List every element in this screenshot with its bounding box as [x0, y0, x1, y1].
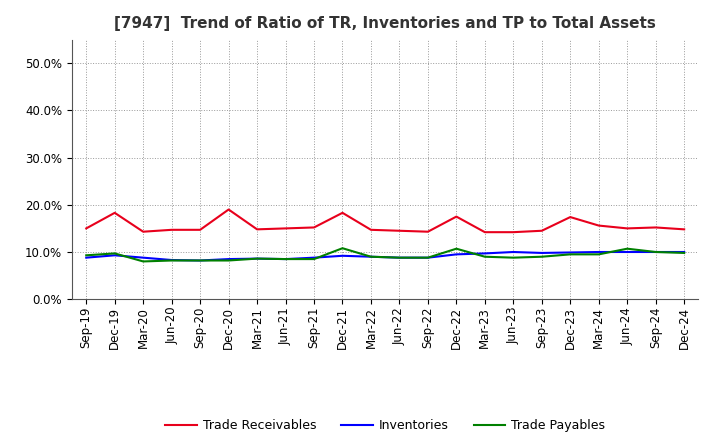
Trade Receivables: [225, 207, 233, 212]
Inventories: [509, 249, 518, 255]
Inventories: [537, 250, 546, 256]
Trade Receivables: [537, 228, 546, 233]
Title: [7947]  Trend of Ratio of TR, Inventories and TP to Total Assets: [7947] Trend of Ratio of TR, Inventories…: [114, 16, 656, 32]
Trade Receivables: [310, 225, 318, 230]
Inventories: [225, 257, 233, 262]
Trade Receivables: [139, 229, 148, 235]
Trade Payables: [110, 251, 119, 256]
Trade Payables: [680, 250, 688, 256]
Trade Payables: [566, 252, 575, 257]
Inventories: [366, 254, 375, 259]
Trade Payables: [366, 254, 375, 259]
Trade Receivables: [623, 226, 631, 231]
Inventories: [423, 255, 432, 260]
Trade Payables: [167, 258, 176, 263]
Trade Payables: [196, 258, 204, 263]
Trade Payables: [652, 249, 660, 255]
Inventories: [595, 249, 603, 255]
Trade Payables: [225, 258, 233, 263]
Line: Trade Payables: Trade Payables: [86, 248, 684, 261]
Inventories: [82, 255, 91, 260]
Trade Payables: [253, 256, 261, 261]
Trade Payables: [423, 255, 432, 260]
Trade Receivables: [509, 230, 518, 235]
Trade Payables: [310, 257, 318, 262]
Trade Payables: [537, 254, 546, 259]
Trade Payables: [82, 253, 91, 258]
Inventories: [110, 253, 119, 258]
Trade Payables: [139, 259, 148, 264]
Trade Payables: [623, 246, 631, 251]
Inventories: [196, 258, 204, 263]
Trade Receivables: [680, 227, 688, 232]
Inventories: [282, 257, 290, 262]
Inventories: [480, 251, 489, 256]
Inventories: [566, 250, 575, 255]
Inventories: [395, 255, 404, 260]
Trade Receivables: [167, 227, 176, 232]
Trade Payables: [395, 255, 404, 260]
Inventories: [338, 253, 347, 258]
Inventories: [623, 249, 631, 255]
Trade Receivables: [452, 214, 461, 219]
Trade Receivables: [282, 226, 290, 231]
Inventories: [253, 256, 261, 261]
Trade Receivables: [423, 229, 432, 235]
Trade Receivables: [110, 210, 119, 216]
Trade Payables: [452, 246, 461, 251]
Trade Payables: [480, 254, 489, 259]
Trade Receivables: [395, 228, 404, 233]
Inventories: [139, 255, 148, 260]
Trade Payables: [282, 257, 290, 262]
Trade Receivables: [196, 227, 204, 232]
Trade Receivables: [595, 223, 603, 228]
Trade Receivables: [253, 227, 261, 232]
Line: Trade Receivables: Trade Receivables: [86, 209, 684, 232]
Trade Receivables: [566, 214, 575, 220]
Trade Payables: [595, 252, 603, 257]
Trade Payables: [509, 255, 518, 260]
Inventories: [167, 257, 176, 263]
Inventories: [310, 255, 318, 260]
Inventories: [452, 252, 461, 257]
Trade Payables: [338, 246, 347, 251]
Inventories: [652, 249, 660, 255]
Trade Receivables: [366, 227, 375, 232]
Trade Receivables: [338, 210, 347, 216]
Inventories: [680, 249, 688, 255]
Trade Receivables: [652, 225, 660, 230]
Trade Receivables: [82, 226, 91, 231]
Line: Inventories: Inventories: [86, 252, 684, 260]
Trade Receivables: [480, 230, 489, 235]
Legend: Trade Receivables, Inventories, Trade Payables: Trade Receivables, Inventories, Trade Pa…: [161, 414, 610, 437]
